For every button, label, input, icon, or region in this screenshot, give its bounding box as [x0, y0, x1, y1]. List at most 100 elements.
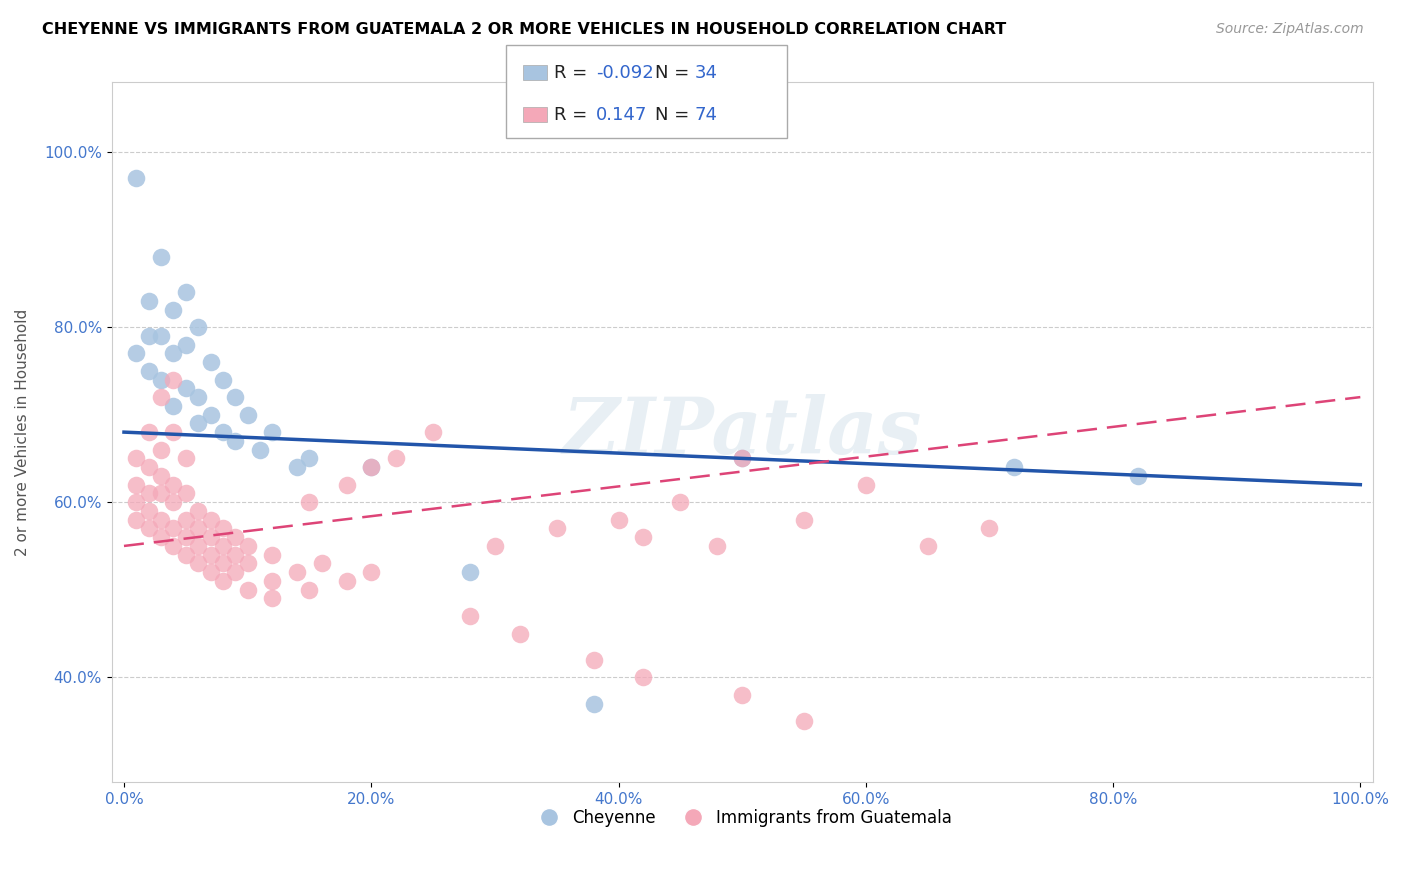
Text: CHEYENNE VS IMMIGRANTS FROM GUATEMALA 2 OR MORE VEHICLES IN HOUSEHOLD CORRELATIO: CHEYENNE VS IMMIGRANTS FROM GUATEMALA 2 … [42, 22, 1007, 37]
Point [298, 495, 321, 509]
Point [311, 557, 333, 571]
Point [174, 381, 197, 395]
Text: 34: 34 [695, 63, 717, 82]
Point [224, 565, 246, 579]
Point [1126, 469, 1149, 483]
Point [138, 486, 160, 500]
Point [162, 346, 184, 360]
Text: 0.147: 0.147 [596, 106, 648, 124]
Point [1002, 460, 1025, 475]
Point [285, 460, 308, 475]
Point [150, 486, 173, 500]
Point [187, 539, 209, 553]
Point [125, 451, 148, 466]
Point [125, 171, 148, 186]
Point [298, 582, 321, 597]
Point [262, 548, 284, 562]
Point [187, 320, 209, 334]
Point [979, 521, 1001, 535]
Point [582, 653, 605, 667]
Point [422, 425, 444, 439]
Point [150, 513, 173, 527]
Point [174, 285, 197, 299]
Point [509, 626, 531, 640]
Point [138, 425, 160, 439]
Point [212, 373, 235, 387]
Point [162, 521, 184, 535]
Point [360, 565, 382, 579]
Point [125, 513, 148, 527]
Point [793, 714, 815, 728]
Point [262, 574, 284, 588]
Point [236, 582, 259, 597]
Text: Source: ZipAtlas.com: Source: ZipAtlas.com [1216, 22, 1364, 37]
Point [150, 442, 173, 457]
Point [224, 434, 246, 448]
Y-axis label: 2 or more Vehicles in Household: 2 or more Vehicles in Household [15, 309, 30, 556]
Point [162, 495, 184, 509]
Point [200, 565, 222, 579]
Point [162, 425, 184, 439]
Point [187, 521, 209, 535]
Point [236, 557, 259, 571]
Point [174, 337, 197, 351]
Point [385, 451, 408, 466]
Point [212, 574, 235, 588]
Point [224, 390, 246, 404]
Point [582, 697, 605, 711]
Point [298, 451, 321, 466]
Text: ZIPatlas: ZIPatlas [562, 394, 922, 470]
Point [731, 451, 754, 466]
Point [150, 390, 173, 404]
Point [150, 250, 173, 264]
Point [200, 548, 222, 562]
Point [335, 477, 357, 491]
Point [212, 425, 235, 439]
Point [917, 539, 939, 553]
Point [546, 521, 568, 535]
Text: R =: R = [554, 63, 593, 82]
Legend: Cheyenne, Immigrants from Guatemala: Cheyenne, Immigrants from Guatemala [526, 802, 959, 833]
Point [174, 486, 197, 500]
Point [138, 504, 160, 518]
Point [162, 399, 184, 413]
Point [138, 364, 160, 378]
Point [150, 328, 173, 343]
Point [187, 504, 209, 518]
Point [212, 557, 235, 571]
Point [187, 557, 209, 571]
Text: N =: N = [655, 63, 695, 82]
Text: N =: N = [655, 106, 695, 124]
Point [249, 442, 271, 457]
Point [669, 495, 692, 509]
Point [631, 670, 654, 684]
Point [174, 548, 197, 562]
Point [174, 513, 197, 527]
Point [236, 408, 259, 422]
Point [360, 460, 382, 475]
Point [458, 565, 481, 579]
Point [731, 688, 754, 702]
Point [224, 548, 246, 562]
Point [484, 539, 506, 553]
Text: 74: 74 [695, 106, 717, 124]
Point [138, 521, 160, 535]
Point [212, 539, 235, 553]
Point [138, 293, 160, 308]
Point [262, 591, 284, 606]
Point [335, 574, 357, 588]
Point [174, 530, 197, 544]
Point [187, 417, 209, 431]
Point [200, 355, 222, 369]
Point [360, 460, 382, 475]
Point [200, 408, 222, 422]
Point [607, 513, 630, 527]
Point [125, 495, 148, 509]
Point [125, 346, 148, 360]
Point [262, 425, 284, 439]
Text: -0.092: -0.092 [596, 63, 654, 82]
Point [138, 328, 160, 343]
Point [285, 565, 308, 579]
Point [162, 302, 184, 317]
Point [200, 530, 222, 544]
